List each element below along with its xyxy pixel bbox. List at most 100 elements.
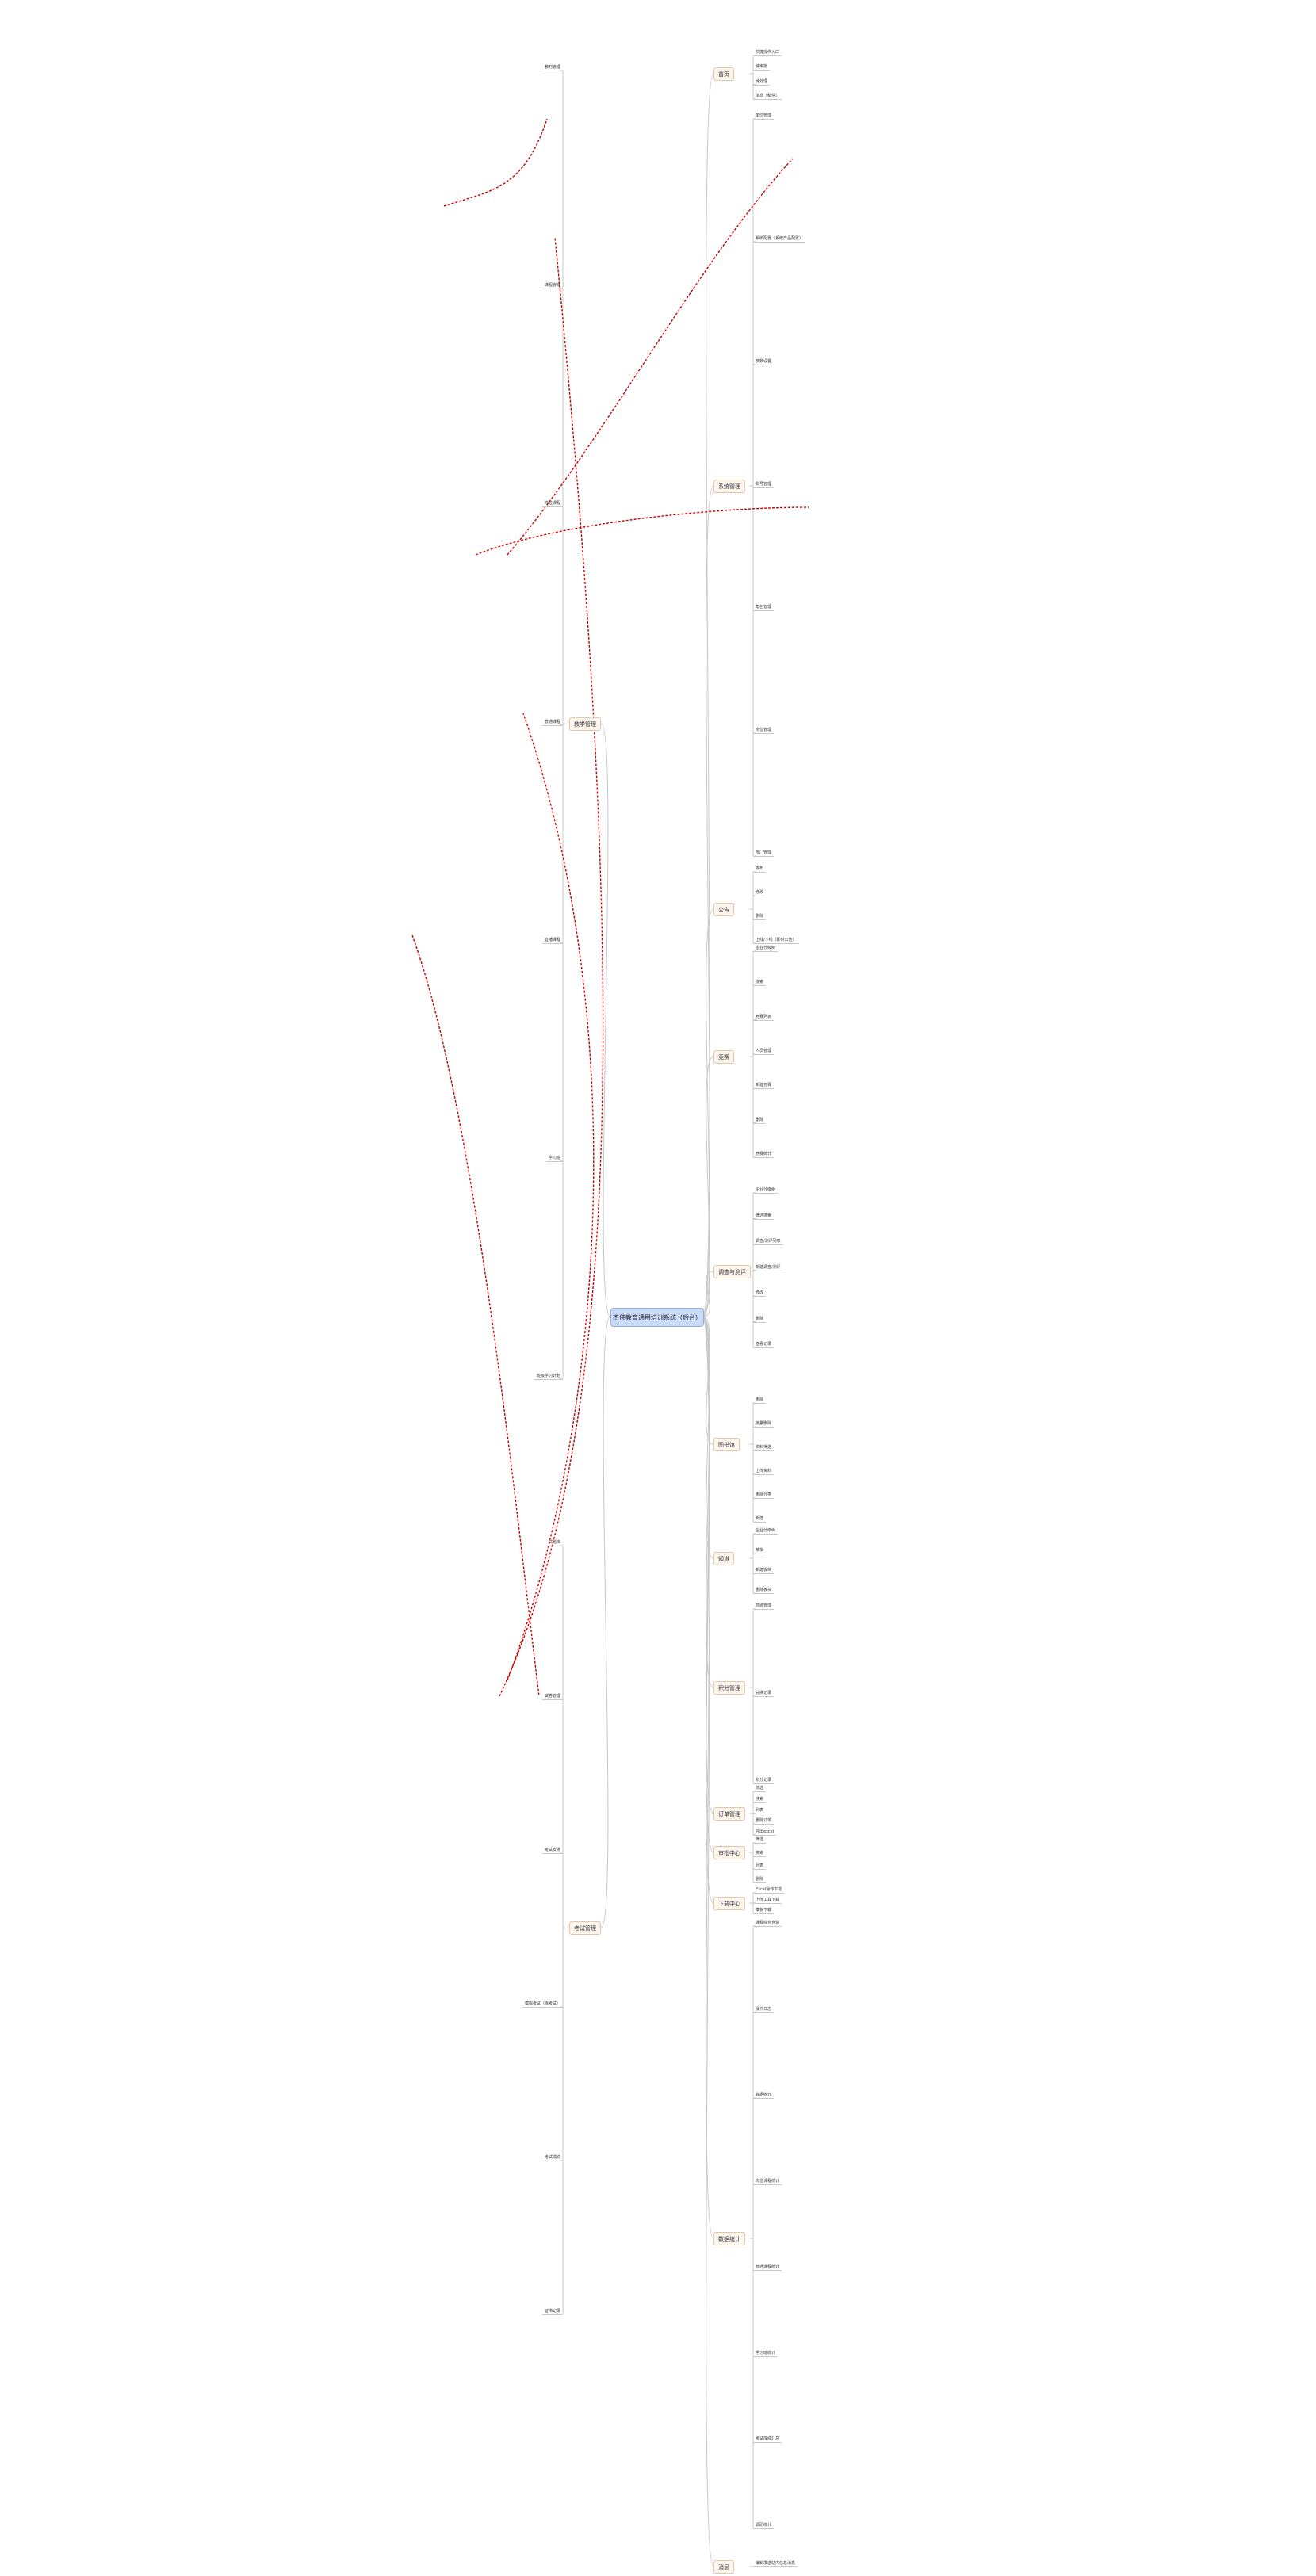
child-node[interactable]: 上线/下线（即时公告） [753, 938, 799, 944]
child-node[interactable]: 调查/测评列表 [753, 1239, 783, 1245]
child-node[interactable]: 新建竞赛 [753, 1083, 775, 1090]
child-node[interactable]: 角色管理 [753, 605, 775, 611]
branch-node[interactable]: 考试管理 [569, 1921, 601, 1935]
child-node[interactable]: 待处理 [753, 79, 771, 86]
child-node[interactable]: 参数设置 [753, 359, 775, 365]
branch-node[interactable]: 系统管理 [713, 480, 745, 493]
child-node[interactable]: 普通课程统计 [753, 2265, 782, 2272]
child-node[interactable]: 删除 [753, 1118, 767, 1124]
child-node[interactable]: 试卷管理 [541, 1694, 563, 1700]
child-node[interactable]: 修改 [753, 1290, 767, 1297]
child-node[interactable]: 消息（私信） [753, 94, 782, 100]
child-node[interactable]: 上传资料 [753, 1469, 775, 1475]
child-node[interactable]: 筛选搜索 [753, 1213, 775, 1220]
child-node[interactable]: 学习班统计 [753, 2351, 779, 2357]
child-node[interactable]: 批量删除 [753, 1421, 775, 1428]
child-node[interactable]: 课程管理 [541, 283, 563, 290]
child-node[interactable]: 筛选 [753, 1786, 767, 1792]
child-node[interactable]: 导出excel [753, 1829, 777, 1836]
child-node[interactable]: 系统配置（系统产品配置） [753, 236, 806, 243]
child-node[interactable]: 班级学习计划 [534, 1374, 563, 1380]
child-node[interactable]: 删除订单 [753, 1818, 775, 1825]
child-node[interactable]: 考试安排 [541, 1848, 563, 1854]
child-node[interactable]: 编辑发送站内信息消息 [753, 2561, 798, 2567]
branch-node[interactable]: 积分管理 [713, 1681, 745, 1695]
child-node[interactable]: 删除 [753, 1397, 767, 1404]
connector-line [702, 1316, 714, 1904]
child-node[interactable]: 删除 [753, 1877, 767, 1883]
child-node[interactable]: 竞赛列表 [753, 1015, 775, 1021]
child-node[interactable]: 发布 [753, 866, 767, 873]
child-node[interactable]: 人员管理 [753, 1049, 775, 1055]
branch-node[interactable]: 竞赛 [713, 1050, 734, 1064]
child-node[interactable]: 搜索 [753, 980, 767, 987]
branch-node[interactable]: 订单管理 [713, 1807, 745, 1821]
child-node[interactable]: 教材管理 [541, 65, 563, 71]
branch-node[interactable]: 审批中心 [713, 1846, 745, 1859]
child-node[interactable]: 新建板块 [753, 1568, 775, 1574]
child-node[interactable]: 岗位课程 [541, 501, 563, 508]
child-node[interactable]: 企业分级树 [753, 1187, 779, 1194]
branch-node[interactable]: 图书馆 [713, 1438, 740, 1451]
child-node[interactable]: 模板下载 [753, 1908, 775, 1914]
connector-line [702, 1316, 714, 2239]
child-node[interactable]: 课程综合查询 [753, 1921, 782, 1927]
child-node[interactable]: 搜索 [753, 1797, 767, 1803]
child-node[interactable]: 考试成绩汇总 [753, 2436, 782, 2444]
child-node[interactable]: Excel操作下载 [753, 1887, 785, 1894]
child-node[interactable]: 兑换记录 [753, 1691, 775, 1697]
child-node[interactable]: 筛选 [753, 1837, 767, 1844]
child-node[interactable]: 岗位课程统计 [753, 2179, 782, 2185]
branch-node[interactable]: 教学管理 [569, 717, 601, 731]
root-node[interactable]: 杰佛教育通用培训系统（后台） [610, 1308, 704, 1327]
child-node[interactable]: 试题库 [545, 1540, 563, 1546]
child-node[interactable]: 证书记录 [541, 2309, 563, 2315]
connector-line [600, 1316, 611, 1928]
child-node[interactable]: 精华 [753, 1548, 767, 1554]
branch-node[interactable]: 知道 [713, 1552, 734, 1565]
child-node[interactable]: 列表 [753, 1863, 767, 1871]
child-node[interactable]: 企业分级树 [753, 1528, 779, 1535]
child-node[interactable]: 企业分级树 [753, 946, 779, 952]
child-node[interactable]: 考试成绩 [541, 2155, 563, 2161]
child-node[interactable]: 删除板块 [753, 1588, 775, 1594]
child-node[interactable]: 搜索 [753, 1851, 767, 1857]
child-node[interactable]: 数据统计 [753, 2093, 775, 2100]
child-node[interactable]: 上传工具下载 [753, 1898, 782, 1904]
connector-line [702, 1271, 714, 1317]
branch-node[interactable]: 公告 [713, 903, 734, 916]
child-node[interactable]: 岗位管理 [753, 728, 775, 734]
child-node[interactable]: 账号管理 [753, 482, 775, 488]
connector-line [411, 934, 540, 1697]
child-node[interactable]: 待审批 [753, 64, 771, 71]
branch-node[interactable]: 下载中心 [713, 1897, 745, 1910]
child-node[interactable]: 快捷操作入口 [753, 50, 782, 56]
connector-line [600, 723, 611, 1317]
child-node[interactable]: 操作日志 [753, 2007, 775, 2013]
child-node[interactable]: 列表 [753, 1808, 767, 1814]
child-node[interactable]: 部门管理 [753, 850, 775, 857]
child-node[interactable]: 积分记录 [753, 1778, 775, 1784]
child-node[interactable]: 直播课程 [541, 938, 563, 944]
connector-line [499, 237, 604, 1697]
child-node[interactable]: 删除 [753, 914, 767, 920]
connector-line [507, 713, 595, 1681]
child-node[interactable]: 删除分类 [753, 1492, 775, 1499]
child-node[interactable]: 竞赛统计 [753, 1152, 775, 1158]
child-node[interactable]: 资料筛选 [753, 1445, 775, 1451]
child-node[interactable]: 修改 [753, 890, 767, 896]
branch-node[interactable]: 调查与测评 [713, 1265, 751, 1278]
child-node[interactable]: 删除 [753, 1317, 767, 1323]
child-node[interactable]: 普通课程 [541, 720, 563, 726]
child-node[interactable]: 模拟考试（练考试） [522, 2001, 563, 2008]
branch-node[interactable]: 数据统计 [713, 2232, 745, 2245]
child-node[interactable]: 查看记录 [753, 1342, 775, 1348]
branch-node[interactable]: 首页 [713, 67, 734, 81]
branch-node[interactable]: 消息 [713, 2560, 734, 2574]
child-node[interactable]: 调研统计 [753, 2523, 775, 2529]
child-node[interactable]: 学习班 [545, 1156, 563, 1162]
child-node[interactable]: 新建 [753, 1516, 767, 1523]
child-node[interactable]: 商城管理 [753, 1603, 775, 1610]
child-node[interactable]: 单位管理 [753, 113, 775, 120]
child-node[interactable]: 新建调查/测评 [753, 1265, 783, 1271]
